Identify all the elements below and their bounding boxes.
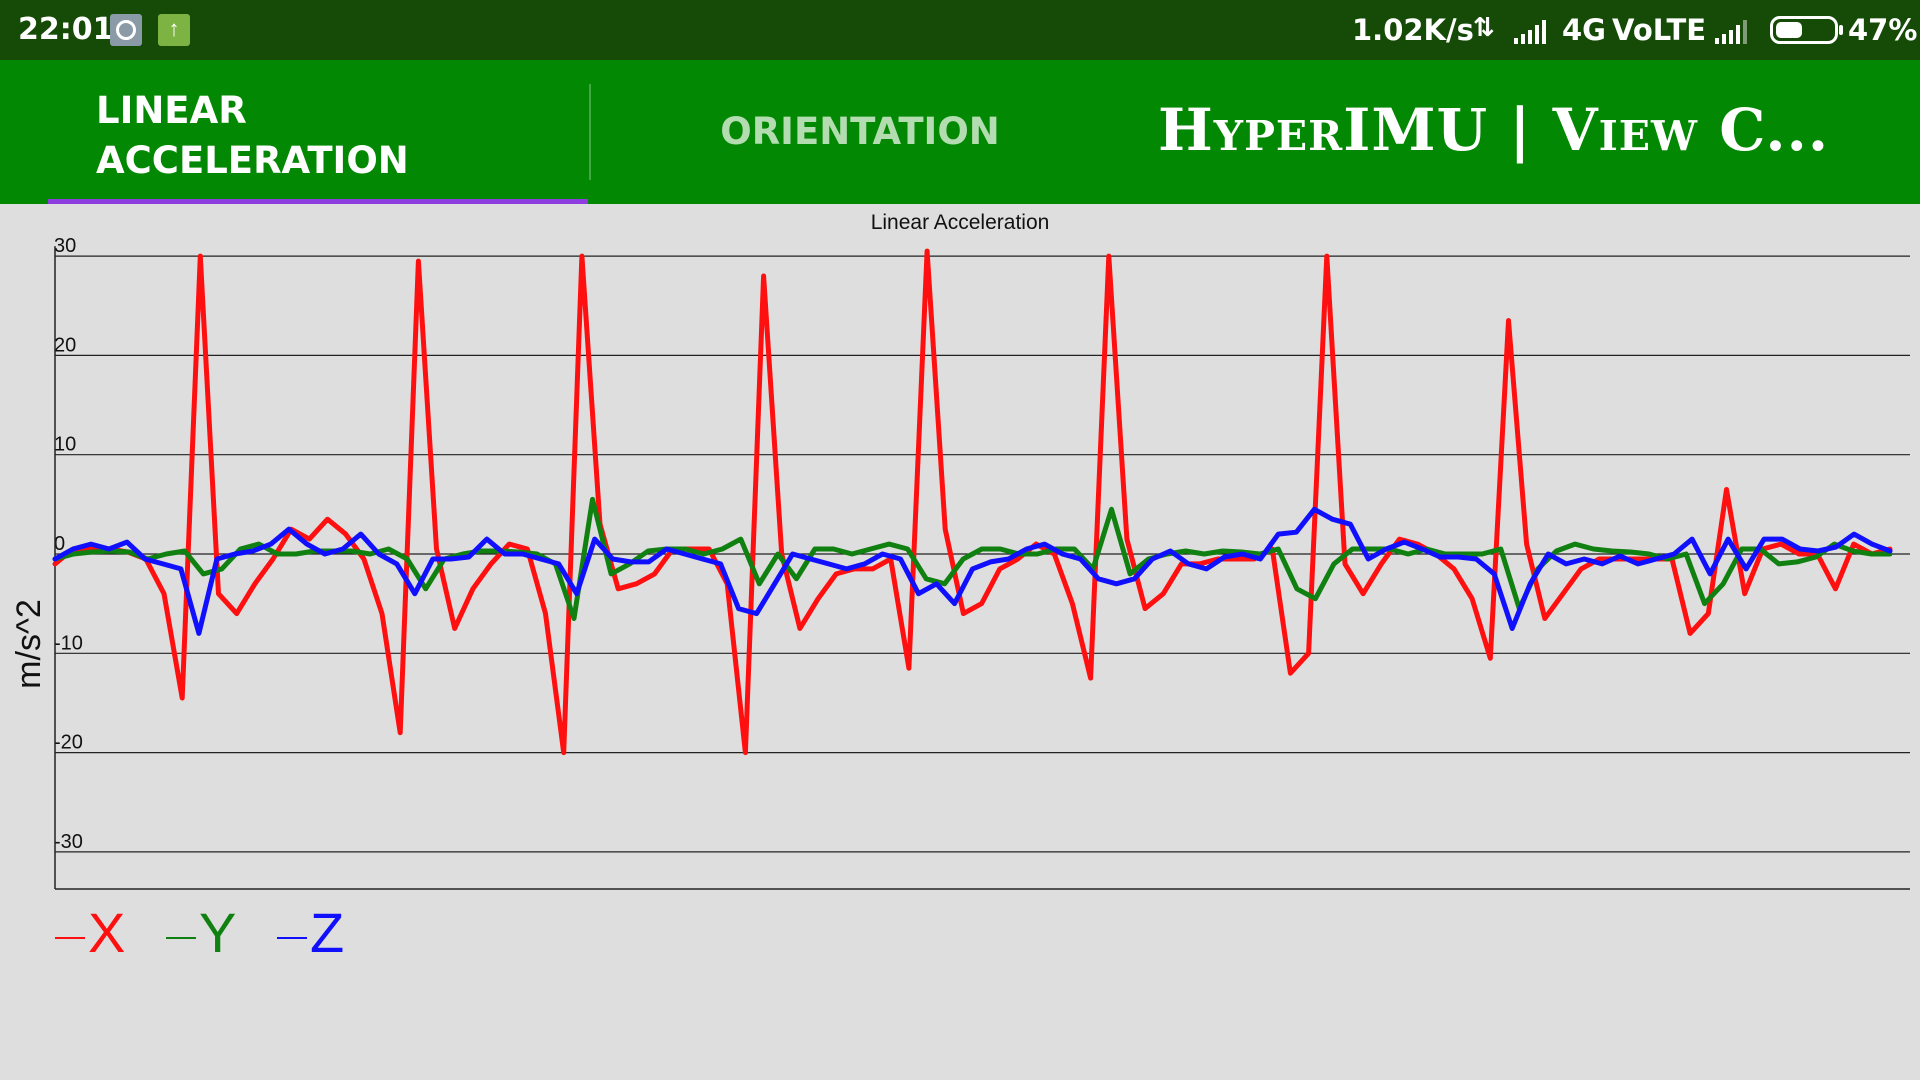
selected-tab-indicator bbox=[48, 199, 588, 204]
tab-divider bbox=[589, 84, 591, 180]
series-line-x bbox=[52, 248, 1893, 756]
line-chart: Linear Acceleration 30 20 10 0 -10 -20 -30 m/s^2… bbox=[10, 211, 1910, 964]
chart-area: Linear Acceleration 30 20 10 0 -10 -20 -30 m/s^2… bbox=[0, 204, 1920, 1080]
y-tick-label: -20 bbox=[54, 732, 83, 754]
status-bar: 22:01 ↑ 1.02K/s ⇅ 4G VoLTE 47% bbox=[0, 0, 1920, 60]
series-line-y bbox=[52, 496, 1893, 621]
cell-signal-icon bbox=[1715, 20, 1747, 44]
tab-label: ORIENTATION bbox=[720, 110, 1000, 153]
app-title: HyperIMU | View C... bbox=[1158, 96, 1830, 164]
tab-linear-acceleration[interactable]: LINEAR ACCELERATION bbox=[48, 60, 588, 204]
y-tick-label: 10 bbox=[54, 434, 76, 456]
app-bar: LINEAR ACCELERATION ORIENTATION HyperIMU … bbox=[0, 60, 1920, 204]
status-time: 22:01 bbox=[18, 12, 114, 47]
tab-label: LINEAR ACCELERATION bbox=[96, 86, 516, 186]
cell-signal-icon bbox=[1514, 20, 1546, 44]
y-tick-label: -30 bbox=[54, 831, 83, 853]
y-tick-label: 20 bbox=[54, 334, 76, 356]
settings-wheel-icon bbox=[110, 14, 142, 46]
network-type: 4G bbox=[1562, 13, 1606, 47]
legend-label-x: X bbox=[88, 901, 125, 964]
volte-label: VoLTE bbox=[1612, 13, 1707, 47]
tab-label-line: LINEAR bbox=[96, 89, 247, 132]
network-speed: 1.02K/s bbox=[1352, 13, 1474, 47]
data-up-down-icon: ⇅ bbox=[1473, 13, 1495, 43]
series-line-z bbox=[52, 506, 1893, 636]
tab-orientation[interactable]: ORIENTATION bbox=[600, 60, 1120, 204]
y-axis-label: m/s^2 bbox=[10, 599, 48, 689]
legend-label-z: Z bbox=[310, 901, 344, 964]
legend-label-y: Y bbox=[199, 901, 236, 964]
battery-icon bbox=[1770, 16, 1843, 44]
y-tick-label: -10 bbox=[54, 632, 83, 654]
y-tick-label: 30 bbox=[54, 235, 76, 257]
tab-label-line: ACCELERATION bbox=[96, 139, 409, 182]
upload-arrow-icon: ↑ bbox=[158, 14, 190, 46]
y-tick-label: 0 bbox=[54, 533, 65, 555]
chart-title: Linear Acceleration bbox=[871, 211, 1050, 234]
battery-percent: 47% bbox=[1848, 13, 1918, 47]
